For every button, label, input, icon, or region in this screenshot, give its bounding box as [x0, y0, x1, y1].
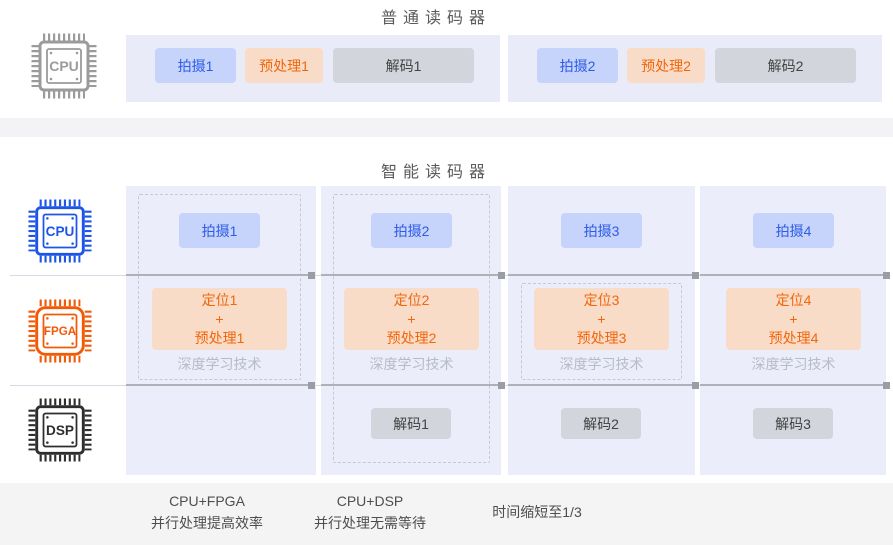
chip-label: CPU: [46, 224, 75, 239]
locate-preprocess-block: 定位1 + 预处理1: [152, 288, 287, 350]
deep-learning-note: 深度学习技术: [369, 356, 454, 372]
capture-block: 拍摄1: [155, 48, 236, 83]
cpu-chip-icon: CPU: [28, 199, 92, 263]
decode-block: 解码1: [371, 408, 451, 439]
preprocess-label: 预处理1: [194, 329, 245, 346]
capture-block: 拍摄2: [371, 213, 452, 248]
timeline-node-marker: [883, 382, 890, 389]
rule-segment: [508, 384, 695, 386]
timeline-node-marker: [883, 272, 890, 279]
footer-strip: [0, 483, 893, 545]
caption-line: 时间缩短至1/3: [492, 504, 582, 520]
timeline-node-marker: [498, 382, 505, 389]
preprocess-block: 预处理1: [245, 48, 323, 83]
rule-segment: [321, 274, 501, 276]
plus-sign: +: [215, 310, 224, 327]
timeline-node-marker: [498, 272, 505, 279]
caption-line: 并行处理提高效率: [151, 515, 263, 531]
decode-block: 解码2: [715, 48, 856, 83]
deep-learning-note: 深度学习技术: [177, 356, 262, 372]
preprocess-label: 预处理2: [386, 329, 437, 346]
chip-label: FPGA: [44, 325, 77, 338]
fpga-chip-icon: FPGA: [28, 299, 92, 363]
locate-preprocess-block: 定位3 + 预处理3: [534, 288, 669, 350]
rule-segment: [126, 274, 311, 276]
cpu-chip-icon: CPU: [31, 33, 97, 99]
footer-caption-cpu-fpga: CPU+FPGA 并行处理提高效率: [97, 490, 317, 534]
caption-line: CPU+DSP: [336, 493, 404, 509]
locate-preprocess-block: 定位4 + 预处理4: [726, 288, 861, 350]
rule-segment: [700, 384, 886, 386]
decode-block: 解码3: [753, 408, 833, 439]
preprocess-block: 预处理2: [627, 48, 705, 83]
plus-sign: +: [597, 310, 606, 327]
smart-reader-title: 智能读码器: [380, 164, 491, 181]
fpga-stage-group-outline: [521, 283, 682, 380]
chip-label: DSP: [46, 423, 74, 438]
cpu-dsp-parallel-group-outline: [333, 194, 490, 463]
decode-block: 解码2: [561, 408, 641, 439]
timeline-node-marker: [308, 382, 315, 389]
timeline-node-marker: [692, 382, 699, 389]
timeline-node-marker: [308, 272, 315, 279]
capture-block: 拍摄4: [753, 213, 834, 248]
ordinary-cycle-1-track: 拍摄1 预处理1 解码1: [126, 35, 500, 102]
locate-preprocess-block: 定位2 + 预处理2: [344, 288, 479, 350]
capture-block: 拍摄2: [537, 48, 618, 83]
capture-block: 拍摄3: [561, 213, 642, 248]
rule-segment: [700, 274, 886, 276]
caption-line: 并行处理无需等待: [314, 515, 426, 531]
deep-learning-note: 深度学习技术: [559, 356, 644, 372]
preprocess-label: 预处理4: [768, 329, 819, 346]
ordinary-reader-title: 普通读码器: [380, 10, 491, 27]
locate-label: 定位4: [775, 291, 812, 308]
dsp-chip-icon: DSP: [28, 398, 92, 462]
capture-block: 拍摄1: [179, 213, 260, 248]
decode-block: 解码1: [333, 48, 474, 83]
cpu-fpga-parallel-group-outline: [138, 194, 301, 380]
footer-caption-cpu-dsp: CPU+DSP 并行处理无需等待: [260, 490, 480, 534]
deep-learning-note: 深度学习技术: [751, 356, 836, 372]
rule-segment: [508, 274, 695, 276]
section-divider: [0, 118, 893, 137]
rule-segment: [126, 384, 311, 386]
ordinary-cycle-2-track: 拍摄2 预处理2 解码2: [508, 35, 882, 102]
chip-label: CPU: [49, 58, 79, 74]
footer-caption-time: 时间缩短至1/3: [427, 501, 647, 523]
rule-segment: [321, 384, 501, 386]
timeline-node-marker: [692, 272, 699, 279]
caption-line: CPU+FPGA: [169, 493, 245, 509]
locate-label: 定位3: [583, 291, 620, 308]
locate-label: 定位1: [201, 291, 238, 308]
plus-sign: +: [407, 310, 416, 327]
plus-sign: +: [789, 310, 798, 327]
preprocess-label: 预处理3: [576, 329, 627, 346]
locate-label: 定位2: [393, 291, 430, 308]
